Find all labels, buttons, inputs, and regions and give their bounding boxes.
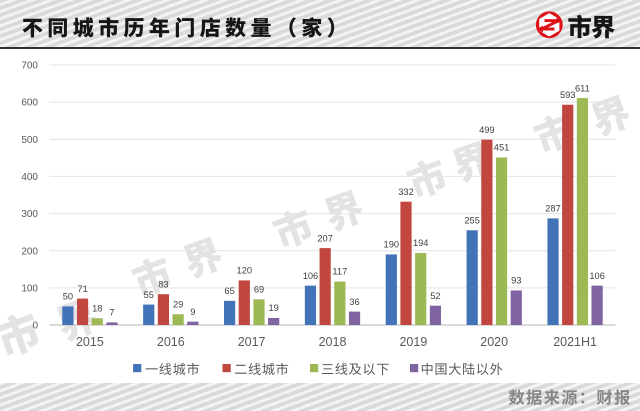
svg-text:9: 9 xyxy=(190,307,195,317)
svg-text:499: 499 xyxy=(479,125,495,135)
svg-text:2021H1: 2021H1 xyxy=(553,335,597,349)
svg-text:93: 93 xyxy=(511,276,521,286)
svg-text:106: 106 xyxy=(589,271,605,281)
svg-text:52: 52 xyxy=(430,291,440,301)
svg-text:400: 400 xyxy=(21,172,38,183)
svg-text:69: 69 xyxy=(254,285,264,295)
svg-text:2020: 2020 xyxy=(480,335,508,349)
svg-text:2015: 2015 xyxy=(76,335,104,349)
svg-text:120: 120 xyxy=(237,266,253,276)
svg-text:2019: 2019 xyxy=(399,335,427,349)
svg-text:55: 55 xyxy=(144,290,154,300)
svg-text:83: 83 xyxy=(158,279,168,289)
svg-text:287: 287 xyxy=(545,204,561,214)
svg-text:100: 100 xyxy=(21,284,38,295)
svg-text:332: 332 xyxy=(398,187,414,197)
svg-text:65: 65 xyxy=(224,286,234,296)
svg-text:0: 0 xyxy=(32,321,38,332)
svg-text:200: 200 xyxy=(21,246,38,257)
svg-text:300: 300 xyxy=(21,209,38,220)
svg-text:36: 36 xyxy=(349,297,359,307)
svg-text:18: 18 xyxy=(92,304,102,314)
svg-text:451: 451 xyxy=(494,143,510,153)
svg-text:593: 593 xyxy=(560,90,576,100)
svg-text:19: 19 xyxy=(269,303,279,313)
svg-text:2016: 2016 xyxy=(157,335,185,349)
svg-text:500: 500 xyxy=(21,135,38,146)
svg-text:700: 700 xyxy=(21,61,38,72)
svg-text:7: 7 xyxy=(109,308,114,318)
svg-text:194: 194 xyxy=(413,238,429,248)
svg-text:2017: 2017 xyxy=(238,335,266,349)
svg-text:71: 71 xyxy=(77,284,87,294)
svg-text:106: 106 xyxy=(303,271,319,281)
svg-text:29: 29 xyxy=(173,299,183,309)
svg-text:611: 611 xyxy=(575,83,590,93)
svg-text:190: 190 xyxy=(384,240,400,250)
svg-text:207: 207 xyxy=(317,233,333,243)
svg-text:600: 600 xyxy=(21,98,38,109)
svg-text:2018: 2018 xyxy=(319,335,347,349)
svg-text:117: 117 xyxy=(332,267,347,277)
svg-text:50: 50 xyxy=(63,292,73,302)
svg-text:255: 255 xyxy=(464,215,480,225)
